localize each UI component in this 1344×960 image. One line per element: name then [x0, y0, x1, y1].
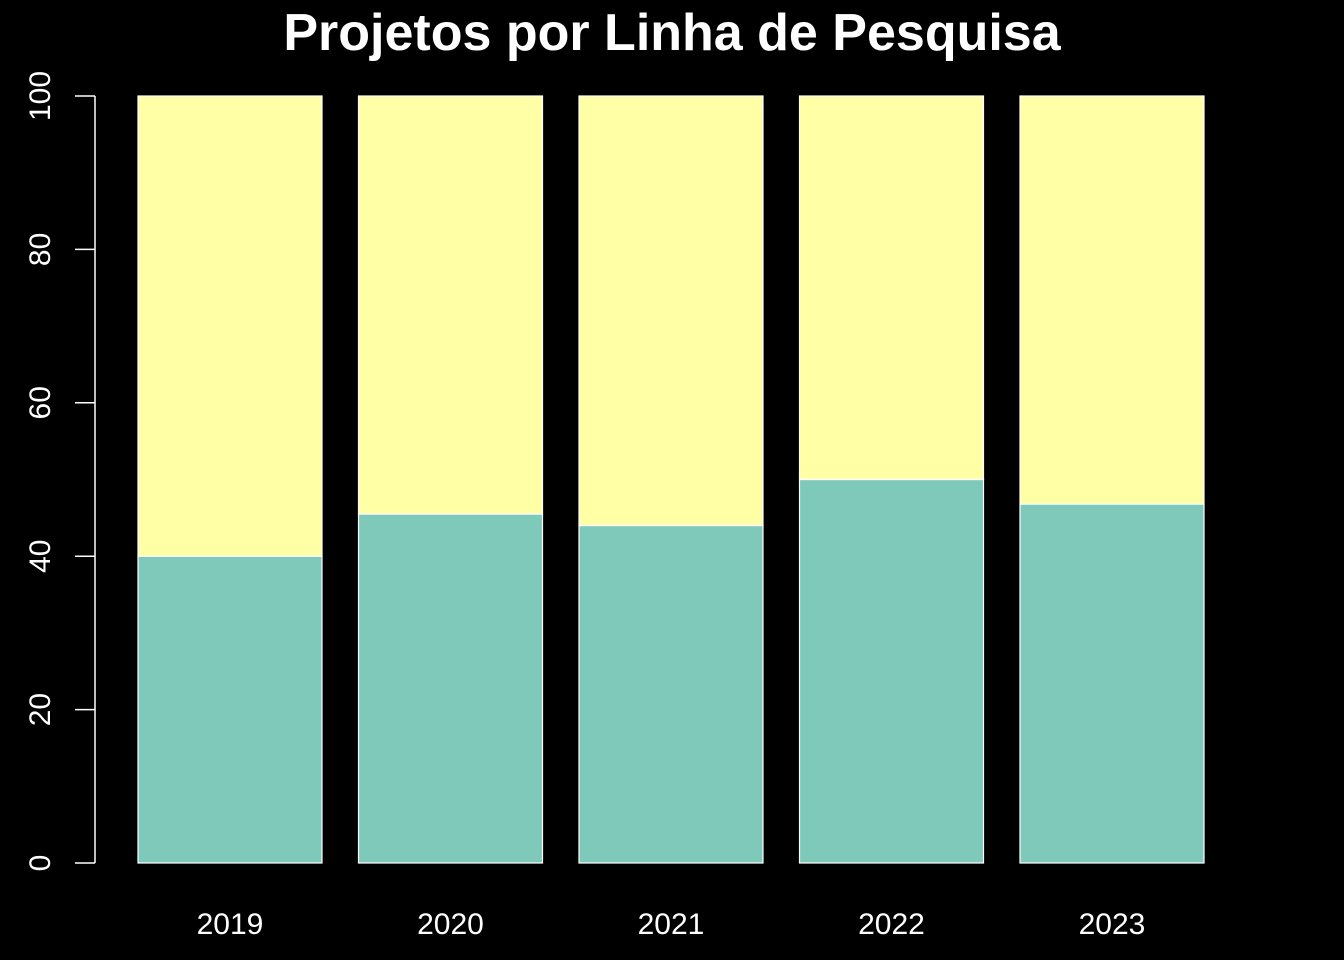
bar-segment-2020-series-1: [357, 513, 544, 864]
x-tick-label: 2020: [417, 908, 484, 941]
y-tick-label: 0: [24, 855, 57, 872]
bar-segment-2022-series-2: [798, 95, 985, 481]
x-tick-label: 2021: [638, 908, 705, 941]
y-tick-label: 100: [24, 71, 57, 121]
x-tick-label: 2019: [197, 908, 264, 941]
bar-segment-2019-series-1: [137, 555, 323, 864]
bar-segment-2021-series-2: [578, 95, 764, 527]
y-axis: 0 20 40 60 80 100: [24, 71, 96, 872]
bar-segment-2020-series-2: [357, 95, 544, 515]
bars-group: [137, 95, 1205, 864]
bar-segment-2023-series-1: [1019, 503, 1205, 864]
x-tick-label: 2023: [1079, 908, 1146, 941]
y-tick-label: 80: [24, 233, 57, 266]
chart-title: Projetos por Linha de Pesquisa: [283, 4, 1061, 62]
bar-segment-2019-series-2: [137, 95, 323, 557]
y-tick-label: 60: [24, 386, 57, 419]
bar-segment-2021-series-1: [578, 524, 764, 864]
x-tick-label: 2022: [858, 908, 925, 941]
x-axis-labels: 2019 2020 2021 2022 2023: [197, 908, 1146, 941]
y-tick-label: 20: [24, 693, 57, 726]
bar-segment-2022-series-1: [798, 478, 985, 864]
y-tick-label: 40: [24, 540, 57, 573]
bar-segment-2023-series-2: [1019, 95, 1205, 505]
